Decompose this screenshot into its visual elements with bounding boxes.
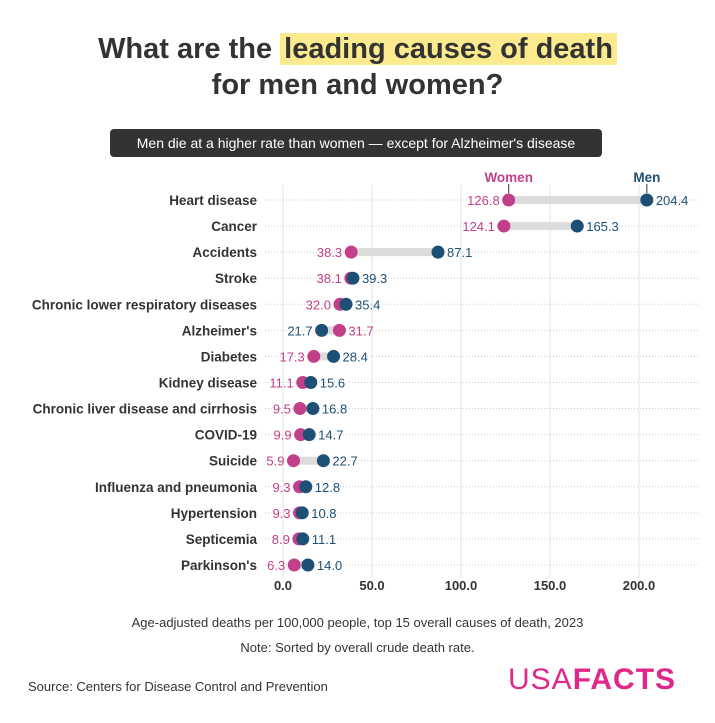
women-dot	[502, 193, 516, 207]
category-label: Accidents	[192, 245, 257, 260]
x-tick-label: 50.0	[359, 578, 384, 593]
category-label: Stroke	[215, 271, 258, 286]
value-label: 9.3	[272, 506, 290, 521]
category-label: Parkinson's	[181, 558, 257, 573]
x-tick-label: 100.0	[445, 578, 478, 593]
value-label: 31.7	[348, 323, 373, 338]
men-dot	[296, 532, 310, 546]
value-label: 126.8	[467, 193, 500, 208]
women-dot	[497, 219, 511, 233]
title-text: What are the	[98, 33, 281, 65]
value-label: 9.3	[272, 480, 290, 495]
category-label: Kidney disease	[159, 375, 258, 390]
value-label: 32.0	[306, 297, 331, 312]
value-label: 28.4	[343, 349, 368, 364]
chart-title-line2: for men and women?	[211, 69, 504, 101]
category-label: Hypertension	[171, 506, 257, 521]
women-dot	[332, 323, 346, 337]
category-label: Heart disease	[169, 193, 257, 208]
men-dot	[640, 193, 654, 207]
men-dot	[306, 402, 320, 416]
men-dot	[304, 375, 318, 389]
category-label: COVID-19	[195, 428, 257, 443]
value-label: 87.1	[447, 245, 472, 260]
value-label: 14.0	[317, 558, 342, 573]
value-label: 39.3	[362, 271, 387, 286]
men-dot	[295, 506, 309, 520]
category-label: Diabetes	[201, 349, 257, 364]
men-dot	[299, 480, 313, 494]
men-dot	[431, 245, 445, 259]
legend-women: Women	[484, 170, 533, 185]
value-label: 35.4	[355, 297, 380, 312]
value-label: 14.7	[318, 428, 343, 443]
men-dot	[301, 558, 315, 572]
women-dot	[344, 245, 358, 259]
value-label: 12.8	[315, 480, 340, 495]
x-tick-label: 150.0	[534, 578, 567, 593]
men-dot	[339, 297, 353, 311]
value-label: 8.9	[272, 532, 290, 547]
value-label: 6.3	[267, 558, 285, 573]
x-tick-label: 200.0	[623, 578, 656, 593]
x-axis-label: Age-adjusted deaths per 100,000 people, …	[131, 615, 584, 630]
category-label: Suicide	[209, 454, 258, 469]
value-label: 5.9	[266, 454, 284, 469]
title-highlight: leading causes of death	[280, 33, 617, 65]
source: Source: Centers for Disease Control and …	[28, 679, 328, 694]
x-tick-label: 0.0	[274, 578, 292, 593]
value-label: 204.4	[656, 193, 689, 208]
value-label: 124.1	[462, 219, 495, 234]
men-dot	[327, 349, 341, 363]
value-label: 165.3	[586, 219, 619, 234]
men-dot	[302, 428, 316, 442]
women-dot	[293, 402, 307, 416]
value-label: 9.5	[273, 402, 291, 417]
value-label: 9.9	[274, 428, 292, 443]
category-label: Chronic liver disease and cirrhosis	[33, 402, 257, 417]
value-label: 11.1	[269, 375, 293, 390]
women-dot	[287, 454, 301, 468]
subtitle-banner: Men die at a higher rate than women — ex…	[110, 129, 602, 157]
value-label: 16.8	[322, 402, 347, 417]
value-label: 10.8	[311, 506, 336, 521]
value-label: 11.1	[312, 532, 336, 547]
category-label: Chronic lower respiratory diseases	[32, 297, 257, 312]
value-label: 22.7	[332, 454, 357, 469]
usafacts-logo: USAFACTS	[508, 663, 677, 696]
value-label: 38.3	[317, 245, 342, 260]
men-dot	[570, 219, 584, 233]
value-label: 38.1	[317, 271, 342, 286]
legend-men: Men	[633, 170, 660, 185]
men-dot	[346, 271, 360, 285]
chart-title: What are the leading causes of death	[0, 30, 715, 68]
category-label: Alzheimer's	[182, 323, 257, 338]
value-label: 17.3	[279, 349, 304, 364]
women-dot	[287, 558, 301, 572]
value-label: 21.7	[287, 323, 312, 338]
note: Note: Sorted by overall crude death rate…	[240, 640, 475, 655]
category-label: Cancer	[211, 219, 258, 234]
men-dot	[315, 323, 329, 337]
category-label: Septicemia	[186, 532, 258, 547]
category-label: Influenza and pneumonia	[95, 480, 257, 495]
men-dot	[316, 454, 330, 468]
women-dot	[307, 349, 321, 363]
value-label: 15.6	[320, 375, 345, 390]
